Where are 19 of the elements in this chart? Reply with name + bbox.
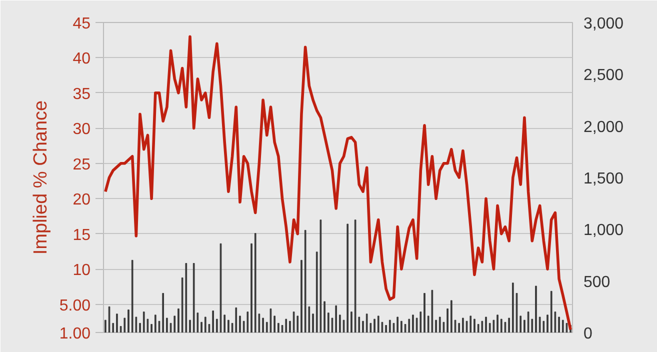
y2-tick-label: 2,000 xyxy=(584,118,624,136)
y2-tick-label: 2,500 xyxy=(584,67,624,84)
y-tick-label: 10 xyxy=(72,262,91,280)
y2-tick-label: 3,000 xyxy=(584,16,624,32)
y2-tick-label: 1,500 xyxy=(584,170,624,188)
y-tick-label: 30 xyxy=(72,121,91,138)
y-axis-title: Implied % Chance xyxy=(30,100,52,255)
y2-tick-label: 1,000 xyxy=(584,222,624,240)
y2-tick-label: 0 xyxy=(584,326,592,342)
y-tick-label: 25 xyxy=(72,156,91,174)
line-series xyxy=(104,35,572,332)
y-tick-label: 5.00 xyxy=(59,297,91,314)
y-tick-label: 40 xyxy=(72,50,91,68)
y-tick-label: 45 xyxy=(72,16,91,32)
y-tick-label: 15 xyxy=(72,226,91,244)
y2-tick-label: 500 xyxy=(584,274,610,291)
y-tick-label: 35 xyxy=(72,86,91,103)
y-tick-label: 20 xyxy=(72,192,91,209)
y-tick-label: 1.00 xyxy=(59,326,91,342)
